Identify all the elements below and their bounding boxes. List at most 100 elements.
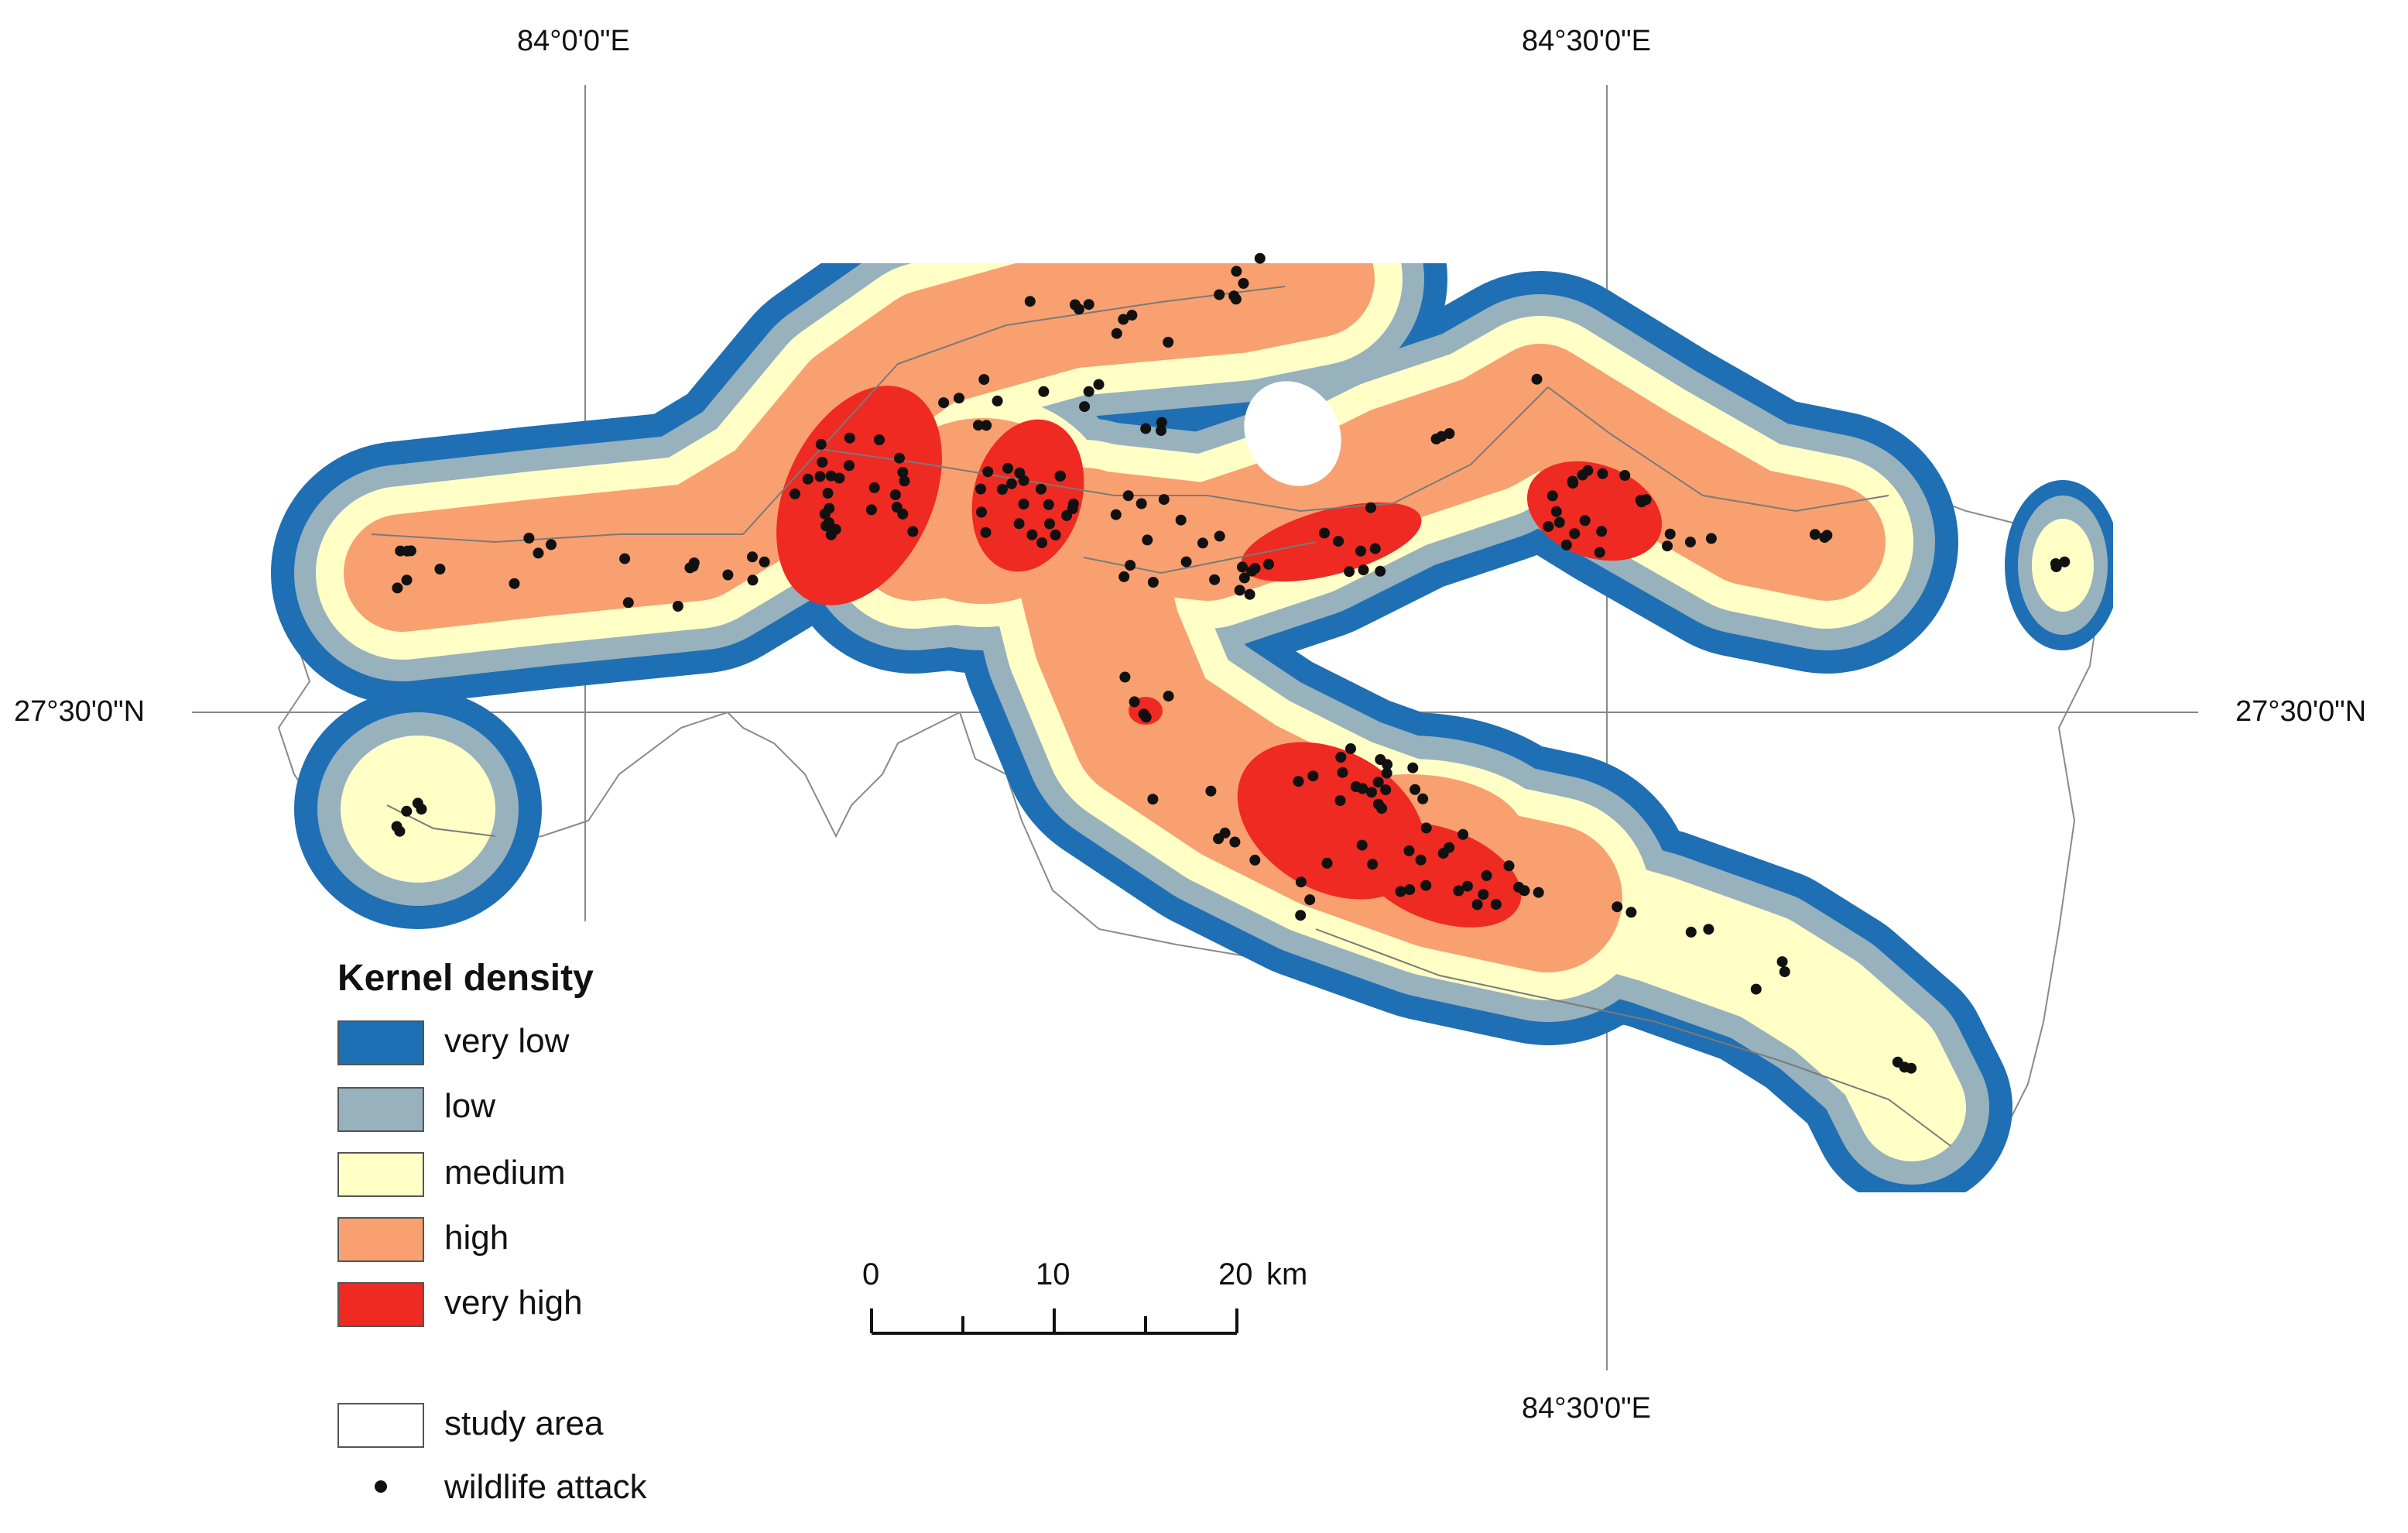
wildlife-attack-point	[1478, 889, 1489, 900]
wildlife-attack-point	[1705, 533, 1717, 544]
wildlife-attack-point	[747, 574, 759, 586]
wildlife-attack-point	[1304, 894, 1316, 906]
wildlife-attack-point	[1142, 534, 1153, 546]
wildlife-attack-point	[1147, 794, 1159, 805]
scale-label-20: 20	[1218, 1257, 1253, 1291]
wildlife-attack-point	[1334, 795, 1346, 806]
wildlife-attack-point	[1209, 574, 1221, 585]
wildlife-attack-point	[1295, 876, 1307, 888]
legend-swatch-study-area	[337, 1403, 424, 1448]
wildlife-attack-point	[976, 506, 987, 518]
wildlife-attack-point	[1079, 401, 1091, 413]
wildlife-attack-point	[1358, 564, 1369, 576]
wildlife-attack-point	[394, 825, 406, 837]
wildlife-attack-point	[1345, 743, 1356, 754]
wildlife-attack-point	[1044, 518, 1055, 530]
wildlife-attack-point	[722, 569, 734, 581]
wildlife-attack-point	[1158, 494, 1170, 506]
wildlife-attack-point	[1036, 483, 1046, 495]
scale-label-10: 10	[1036, 1257, 1070, 1291]
wildlife-attack-point	[822, 488, 834, 499]
bottom-longitude-label-right: 84°30'0"E	[1522, 1392, 1651, 1425]
wildlife-attack-point	[830, 523, 841, 535]
legend-label-high: high	[444, 1219, 509, 1257]
wildlife-attack-point	[1355, 545, 1366, 557]
wildlife-attack-point	[1662, 540, 1673, 552]
wildlife-attack-point	[1038, 386, 1050, 397]
wildlife-attack-point	[1420, 880, 1432, 891]
wildlife-attack-point	[1293, 776, 1304, 787]
legend-swatch-medium	[337, 1152, 424, 1197]
wildlife-attack-point	[1410, 784, 1421, 795]
wildlife-attack-point	[1213, 833, 1225, 845]
density-ridge	[1494, 844, 1966, 1161]
wildlife-attack-point	[759, 556, 770, 568]
wildlife-attack-point	[1043, 499, 1054, 510]
wildlife-attack-point	[1490, 899, 1502, 911]
wildlife-attack-point	[619, 553, 631, 564]
wildlife-attack-points	[391, 252, 2071, 1074]
density-hotspot	[1526, 461, 1663, 561]
wildlife-attack-point	[978, 374, 990, 386]
scale-label-0: 0	[862, 1257, 880, 1291]
wildlife-attack-point	[509, 578, 520, 589]
wildlife-attack-point	[975, 483, 987, 495]
wildlife-attack-point	[1776, 956, 1788, 968]
wildlife-attack-point	[1437, 848, 1449, 859]
wildlife-attack-point	[1420, 822, 1432, 834]
wildlife-attack-point	[1750, 983, 1762, 995]
wildlife-attack-point	[1436, 430, 1447, 442]
wildlife-attack-point	[1547, 490, 1558, 502]
wildlife-attack-point	[1018, 499, 1029, 509]
wildlife-attack-point	[997, 484, 1008, 495]
wildlife-attack-point	[533, 547, 544, 559]
wildlife-attack-point	[1415, 854, 1427, 866]
wildlife-attack-point	[1594, 547, 1605, 558]
wildlife-attack-point	[523, 533, 535, 544]
wildlife-attack-point	[1344, 566, 1355, 578]
wildlife-attack-point	[1597, 468, 1608, 479]
wildlife-attack-point	[1237, 561, 1248, 573]
wildlife-attack-point	[992, 395, 1003, 406]
wildlife-attack-point	[1519, 885, 1530, 897]
density-hotspot	[1241, 502, 1422, 582]
wildlife-attack-point	[1156, 425, 1166, 437]
wildlife-attack-point	[1819, 532, 1831, 544]
legend-label-wildlife-attack: wildlife attack	[444, 1468, 647, 1506]
wildlife-attack-point	[938, 397, 950, 409]
wildlife-attack-point	[1376, 803, 1388, 815]
wildlife-attack-point	[1205, 785, 1217, 797]
wildlife-attack-point	[405, 545, 416, 557]
wildlife-attack-point	[1596, 526, 1608, 537]
wildlife-attack-point	[981, 420, 992, 431]
wildlife-attack-point	[897, 467, 909, 478]
right-latitude-label: 27°30'0"N	[2235, 695, 2367, 728]
wildlife-attack-point	[844, 432, 855, 444]
wildlife-attack-point	[1214, 530, 1225, 542]
wildlife-attack-point	[907, 526, 919, 537]
wildlife-attack-point	[1244, 588, 1255, 600]
legend-wildlife-attack-dot	[375, 1480, 387, 1493]
wildlife-attack-point	[1295, 910, 1307, 921]
wildlife-attack-point	[1579, 515, 1591, 526]
wildlife-attack-point	[1684, 537, 1696, 548]
wildlife-attack-point	[1230, 293, 1242, 305]
wildlife-attack-point	[1234, 585, 1245, 596]
wildlife-attack-point	[1619, 470, 1631, 481]
wildlife-attack-point	[1809, 529, 1821, 540]
wildlife-attack-point	[1319, 527, 1330, 539]
wildlife-attack-point	[899, 475, 910, 487]
legend-swatch-high	[337, 1217, 424, 1262]
wildlife-attack-point	[1471, 899, 1483, 911]
wildlife-attack-point	[868, 482, 880, 493]
wildlife-attack-point	[1238, 278, 1249, 289]
wildlife-attack-point	[897, 508, 909, 520]
wildlife-attack-point	[1129, 696, 1140, 708]
wildlife-attack-point	[1380, 784, 1392, 796]
wildlife-attack-point	[1453, 885, 1464, 897]
wildlife-attack-point	[889, 489, 901, 501]
wildlife-attack-point	[819, 508, 831, 520]
left-latitude-label: 27°30'0"N	[14, 695, 146, 728]
density-gap	[1244, 381, 1341, 486]
wildlife-attack-point	[1375, 754, 1386, 765]
